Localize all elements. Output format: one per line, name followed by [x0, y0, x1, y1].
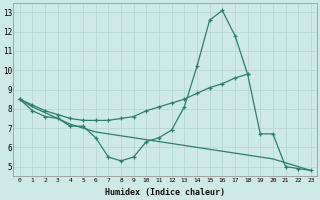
- X-axis label: Humidex (Indice chaleur): Humidex (Indice chaleur): [105, 188, 225, 197]
